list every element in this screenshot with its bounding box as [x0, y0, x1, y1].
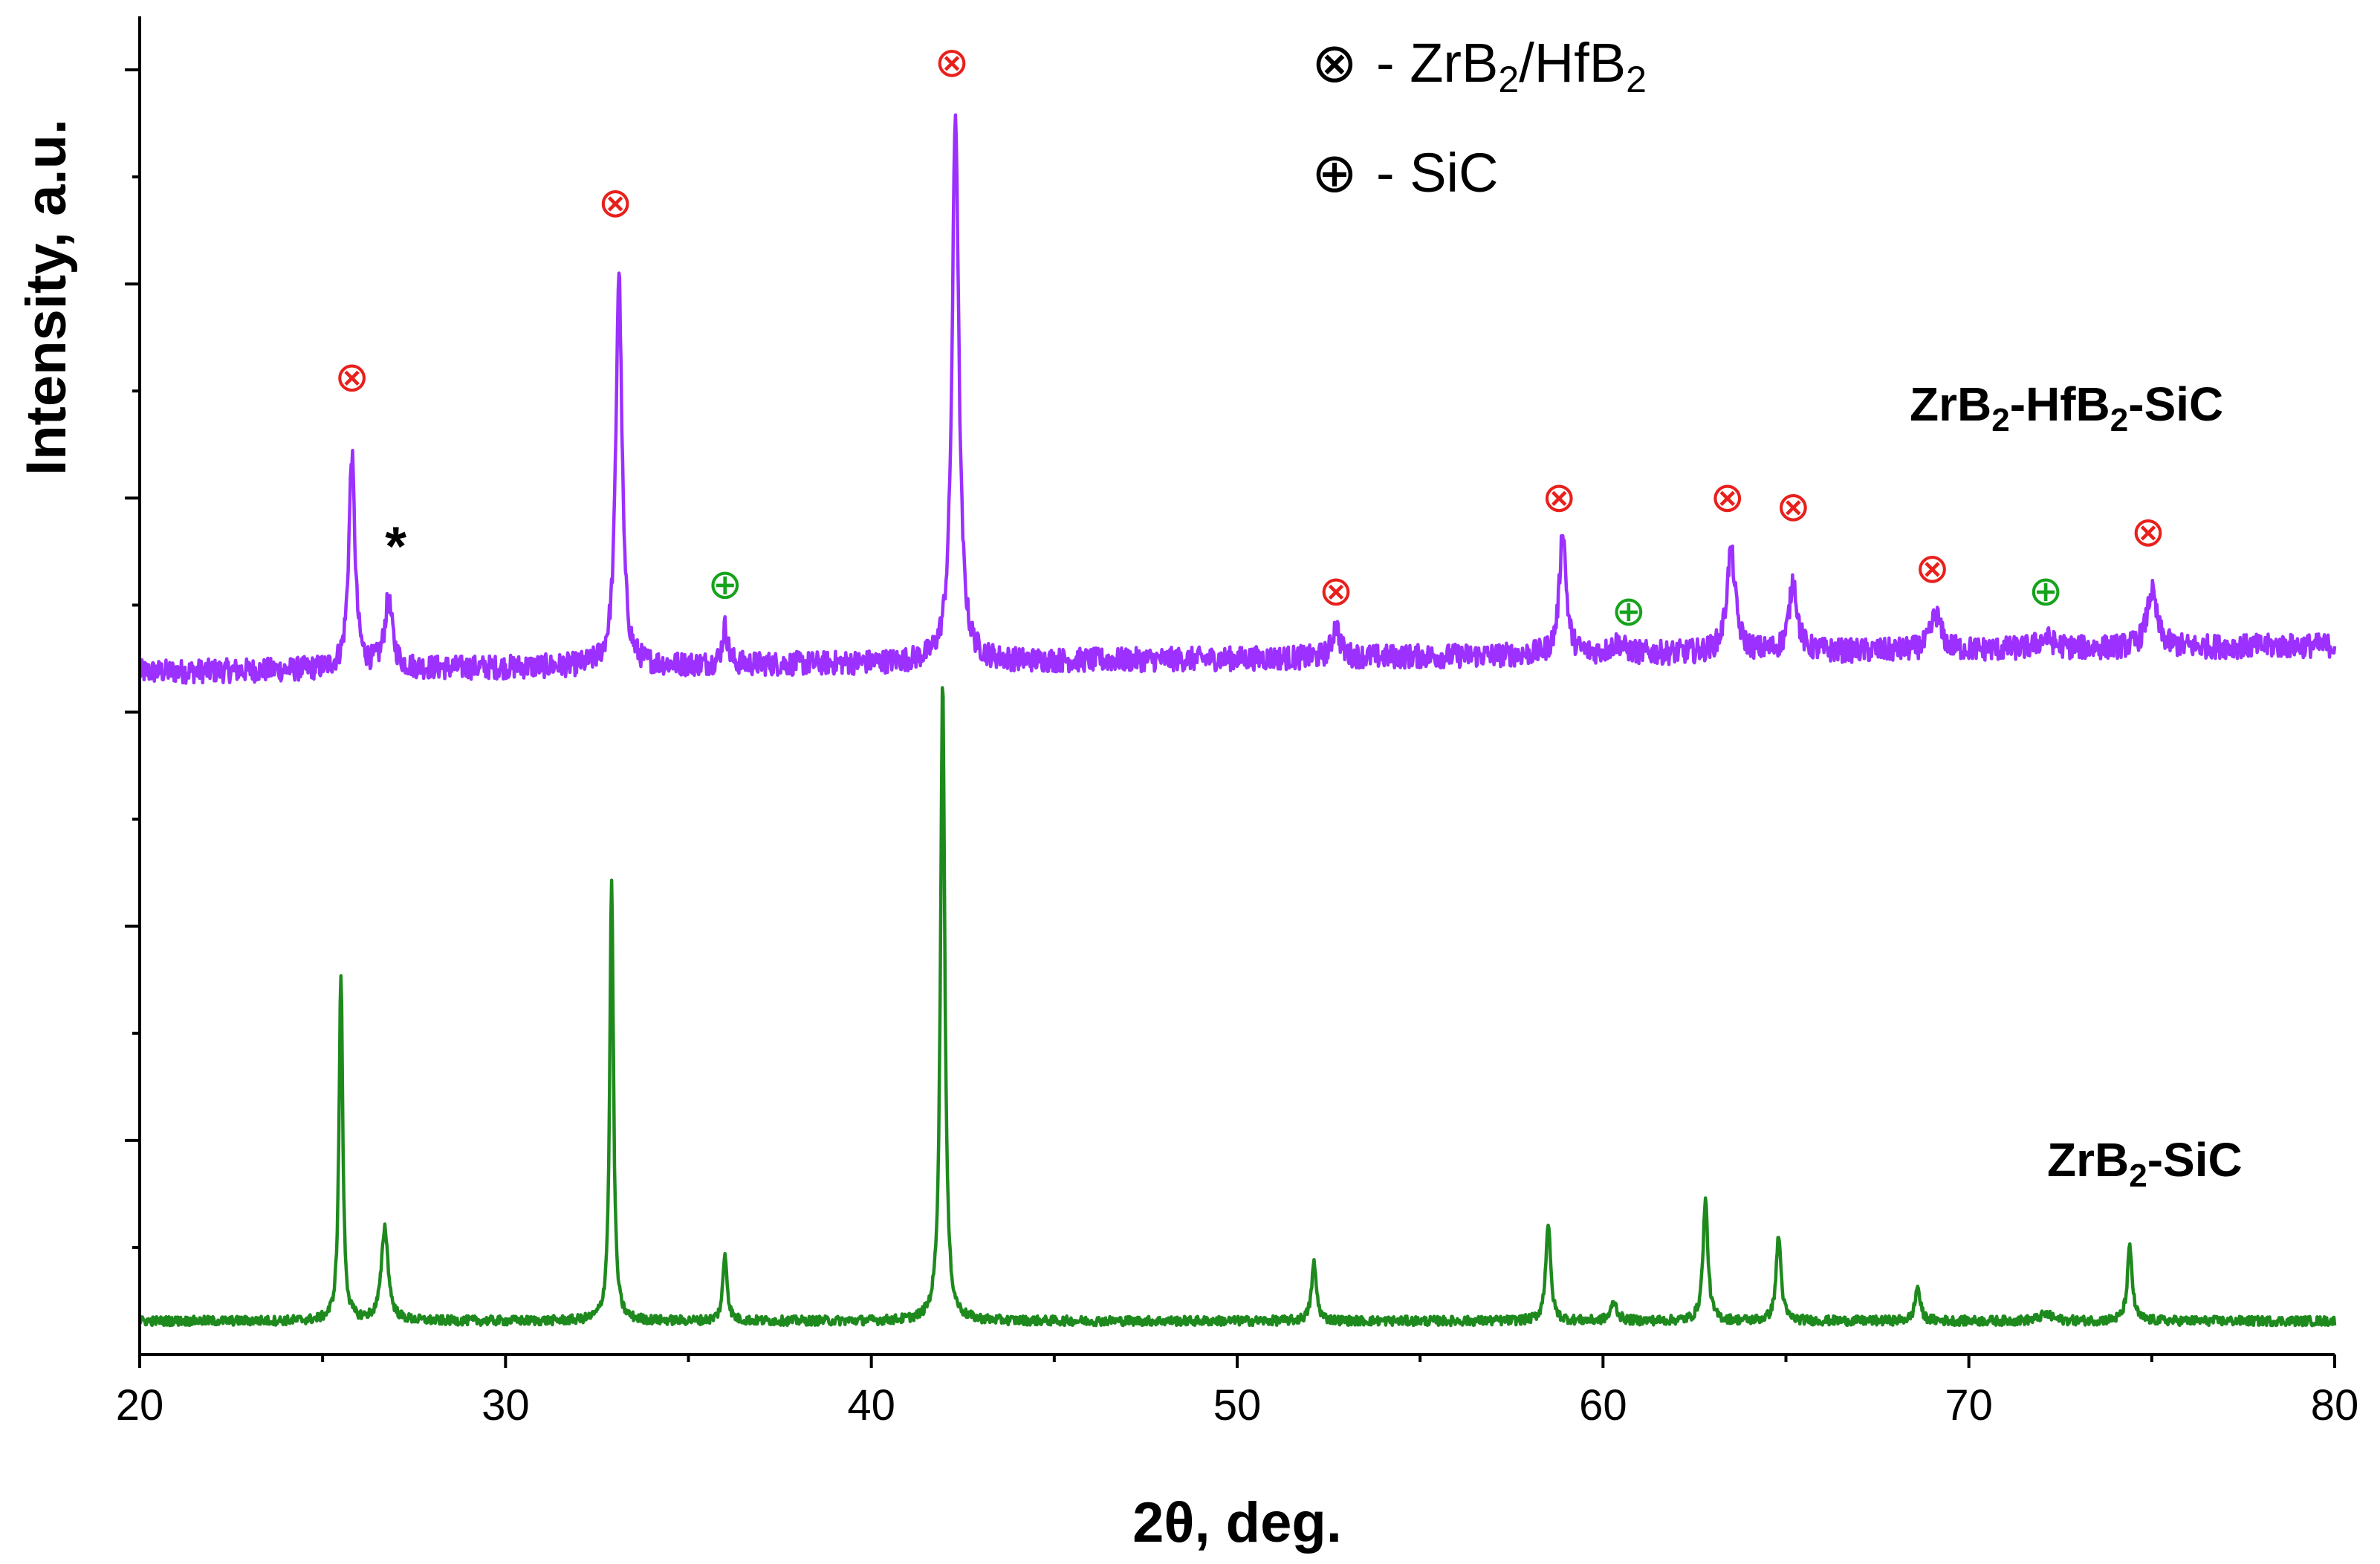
asterisk-marker-icon: * — [385, 515, 406, 577]
x-ticks-group: 20 30 40 50 60 70 80 — [116, 1354, 2359, 1430]
x-tick-label: 40 — [847, 1381, 895, 1430]
series-label-zrb2-sic: ZrB2-SiC — [2047, 1133, 2243, 1194]
x-axis-title: 2θ, deg. — [1132, 1491, 1342, 1554]
plot-series-group — [137, 113, 2337, 1328]
peak-marker-group: ⊗ * ⊗ ⊕ ⊗ ⊗ ⊗ ⊕ ⊗ ⊗ ⊗ ⊕ ⊗ — [334, 39, 2165, 634]
legend-entry-sic: ⊕ - SiC — [1311, 142, 1498, 204]
legend-label-zrb2-hfb2: - ZrB2/HfB2 — [1376, 32, 1647, 100]
x-tick-label: 60 — [1579, 1381, 1627, 1430]
x-tick-label: 80 — [2311, 1381, 2359, 1430]
x-tick-label: 20 — [116, 1381, 164, 1430]
zrb2-hfb2-marker-icon: ⊗ — [1776, 483, 1811, 530]
sic-marker-icon: ⊕ — [707, 560, 742, 607]
zrb2-hfb2-marker-icon: ⊗ — [1318, 567, 1353, 614]
zrb2-hfb2-marker-icon: ⊗ — [1710, 473, 1745, 520]
sic-marker-icon: ⊕ — [1611, 587, 1646, 634]
x-tick-label: 70 — [1945, 1381, 1993, 1430]
legend-label-sic: - SiC — [1376, 142, 1498, 204]
zrb2-hfb2-marker-icon: ⊗ — [2130, 508, 2165, 555]
series-line-zrb2-sic — [138, 686, 2337, 1328]
legend: ⊗ - ZrB2/HfB2 ⊕ - SiC — [1311, 32, 1647, 204]
y-axis-title: Intensity, a.u. — [15, 119, 78, 476]
zrb2-hfb2-marker-icon: ⊗ — [1542, 473, 1577, 520]
zrb2-hfb2-marker-icon: ⊗ — [1915, 545, 1950, 591]
sic-marker-icon: ⊕ — [2029, 567, 2063, 614]
legend-symbol-plus-icon: ⊕ — [1311, 142, 1358, 204]
series-line-zrb2-hfb2-sic — [137, 113, 2337, 685]
zrb2-hfb2-marker-icon: ⊗ — [598, 179, 633, 226]
legend-entry-zrb2-hfb2: ⊗ - ZrB2/HfB2 — [1311, 32, 1647, 100]
axes-group: 20 30 40 50 60 70 80 — [116, 16, 2359, 1430]
y-ticks-group — [125, 68, 140, 1249]
x-tick-label: 50 — [1213, 1381, 1262, 1430]
zrb2-hfb2-marker-icon: ⊗ — [334, 353, 369, 400]
x-tick-label: 30 — [481, 1381, 530, 1430]
series-label-zrb2-hfb2-sic: ZrB2-HfB2-SiC — [1910, 377, 2223, 438]
legend-symbol-cross-icon: ⊗ — [1311, 32, 1358, 94]
zrb2-hfb2-marker-icon: ⊗ — [935, 39, 970, 85]
